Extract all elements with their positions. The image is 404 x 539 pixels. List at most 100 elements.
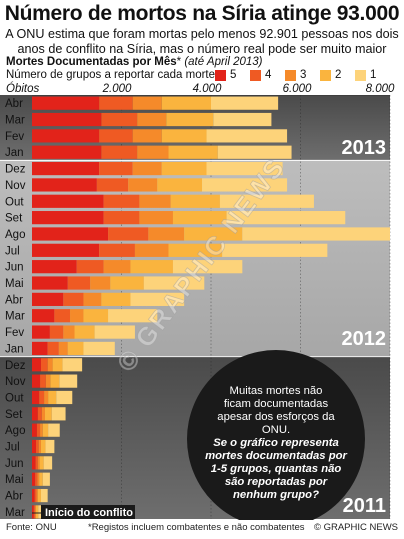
bar-out-2012-grupos-4 — [103, 194, 140, 208]
bar-fev-2012-grupos-1 — [94, 325, 135, 339]
bar-mar-2011-grupos-5 — [32, 505, 34, 519]
bar-dez-2011-grupos-5 — [32, 358, 41, 372]
bar-jan-2013-grupos-4 — [101, 145, 138, 159]
bar-mai-2012-grupos-4 — [67, 276, 91, 290]
category-label-abr-2012: Abr — [5, 294, 23, 306]
bar-abr-2013-grupos-5 — [32, 96, 100, 110]
question-text-line: Se o gráfico representa — [213, 437, 339, 449]
bar-jun-2012-grupos-2 — [130, 260, 173, 274]
category-label-abr-2013: Abr — [5, 98, 23, 110]
section-heading-asterisk: * — [176, 56, 182, 68]
bar-jul-2011-grupos-2 — [40, 439, 46, 454]
bar-ago-2012-grupos-5 — [32, 227, 109, 241]
stacked-bar-chart: Abr Mar Fev Jan Dez Nov Out Set Ago Jul Jun Mai Abr M… — [0, 95, 391, 520]
bar-dez-2011-grupos-1 — [62, 358, 83, 372]
bar-mar-2013-grupos-1 — [213, 112, 272, 127]
bar-mai-2012-grupos-3 — [90, 276, 111, 290]
bar-jun-2012-grupos-4 — [76, 260, 104, 274]
bar-ago-2011-grupos-2 — [42, 423, 49, 437]
bar-dez-2011-grupos-3 — [47, 358, 53, 372]
bar-jan-2013-grupos-3 — [137, 145, 169, 159]
bar-nov-2011-grupos-3 — [45, 374, 51, 388]
bar-jul-2011-grupos-1 — [45, 439, 55, 454]
bar-set-2011-grupos-4 — [37, 407, 42, 421]
bar-abr-2012-grupos-3 — [83, 292, 102, 306]
category-label-abr-2011: Abr — [5, 491, 23, 503]
bar-dez-2012-grupos-2 — [161, 161, 207, 176]
category-labels: Abr Mar Fev Jan Dez Nov Out Set Ago Jul Jun Mai Abr M… — [0, 98, 390, 519]
bar-jan-2013-grupos-2 — [168, 145, 218, 159]
bar-mar-2012-grupos-4 — [54, 309, 71, 323]
year-label-2011: 2011 — [343, 495, 386, 517]
bar-jul-2012-grupos-1 — [222, 243, 328, 257]
bar-abr-2011-grupos-4 — [34, 488, 37, 503]
bar-jul-2012-grupos-2 — [168, 243, 223, 257]
bar-mar-2013-grupos-4 — [101, 112, 138, 127]
bar-set-2011-grupos-2 — [44, 407, 52, 421]
category-label-jun-2012: Jun — [5, 262, 24, 274]
bar-set-2012-grupos-5 — [32, 211, 104, 225]
legend-label-3: 3 — [300, 69, 307, 81]
category-label-ago-2011: Ago — [5, 425, 25, 437]
callout-text-line: apesar dos esforços da — [217, 411, 335, 423]
question-text-line: nenhum grupo? — [233, 489, 319, 501]
bar-abr-2012-grupos-5 — [32, 292, 64, 306]
section-heading: Mortes Documentadas por Mês* (até April … — [6, 56, 263, 68]
category-label-fev-2013: Fev — [5, 131, 24, 143]
category-label-jul-2012: Jul — [5, 245, 20, 257]
bar-mai-2011-grupos-1 — [42, 472, 50, 486]
category-label-set-2011: Set — [5, 409, 23, 421]
bar-set-2012-grupos-3 — [139, 211, 173, 225]
bar-set-2012-grupos-2 — [172, 211, 227, 225]
bar-jul-2011-grupos-3 — [38, 439, 41, 454]
bar-out-2012-grupos-3 — [139, 194, 171, 208]
question-text-line: são reportadas por — [225, 476, 328, 488]
bar-jun-2011-grupos-1 — [43, 456, 53, 470]
category-label-set-2012: Set — [5, 213, 23, 225]
category-label-ago-2012: Ago — [5, 229, 25, 241]
bars-group — [32, 96, 390, 519]
bar-nov-2011-grupos-4 — [40, 374, 46, 388]
year-label-2013: 2013 — [342, 137, 387, 159]
bar-fev-2013-grupos-3 — [132, 129, 162, 143]
question-text-line: mortes documentadas por — [205, 450, 347, 462]
bar-mai-2011-grupos-5 — [32, 472, 36, 486]
bar-out-2011-grupos-4 — [39, 390, 45, 405]
bar-set-2012-grupos-1 — [226, 211, 346, 225]
bar-mar-2012-grupos-2 — [83, 309, 109, 323]
bar-mar-2012-grupos-5 — [32, 309, 55, 323]
bar-jan-2013-grupos-1 — [217, 145, 292, 159]
category-label-dez-2012: Dez — [5, 164, 26, 176]
bar-fev-2013-grupos-5 — [32, 129, 100, 143]
legend-caption: Número de grupos a reportar cada morte — [6, 69, 216, 81]
page-title: Número de mortos na Síria atinge 93.000 — [4, 2, 400, 25]
bar-jun-2011-grupos-5 — [32, 456, 36, 470]
bar-abr-2011-grupos-2 — [37, 488, 41, 503]
legend-label-1: 1 — [370, 69, 377, 81]
band-2012 — [0, 160, 390, 356]
bar-dez-2012-grupos-3 — [132, 161, 162, 176]
bar-abr-2013-grupos-2 — [161, 96, 211, 110]
bar-ago-2011-grupos-3 — [40, 423, 43, 437]
bar-nov-2012-grupos-3 — [128, 178, 158, 192]
bar-jan-2012-grupos-3 — [58, 341, 68, 356]
x-tick-label-6000: 6.000 — [282, 83, 312, 95]
bar-jan-2012-grupos-1 — [83, 341, 115, 356]
bar-nov-2011-grupos-5 — [32, 374, 41, 388]
callout-circle — [187, 350, 365, 520]
bar-abr-2013-grupos-4 — [99, 96, 133, 110]
legend-label-5: 5 — [230, 69, 237, 81]
bar-dez-2011-grupos-4 — [40, 358, 48, 372]
legend-swatch-2 — [320, 70, 331, 81]
bar-fev-2013-grupos-2 — [161, 129, 207, 143]
category-label-nov-2012: Nov — [5, 180, 26, 192]
footer-note: *Registos incluem combatentes e não comb… — [88, 522, 305, 533]
bar-jan-2013-grupos-5 — [32, 145, 102, 159]
conflict-start-label: Início do conflito — [45, 507, 133, 519]
bar-abr-2011-grupos-5 — [32, 488, 35, 503]
bar-nov-2011-grupos-2 — [50, 374, 60, 388]
bar-jan-2012-grupos-4 — [47, 341, 59, 356]
x-tick-label-8000: 8.000 — [365, 83, 395, 95]
bar-nov-2011-grupos-1 — [59, 374, 78, 388]
bar-out-2012-grupos-5 — [32, 194, 104, 208]
